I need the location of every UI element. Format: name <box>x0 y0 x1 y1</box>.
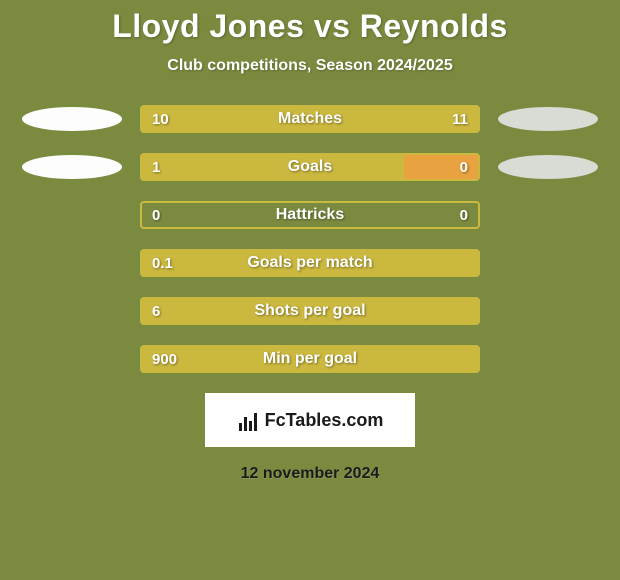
stat-bar-left-fill <box>142 251 478 275</box>
page-subtitle: Club competitions, Season 2024/2025 <box>0 57 620 75</box>
chart-icon <box>237 409 259 431</box>
stat-label: Hattricks <box>142 203 478 227</box>
stat-bar-left-fill <box>142 299 478 323</box>
stat-value-right: 0 <box>460 155 468 179</box>
stat-row: 900Min per goal <box>0 345 620 373</box>
stat-row: 1011Matches <box>0 105 620 133</box>
stat-bar: 900Min per goal <box>140 345 480 373</box>
stat-row: 0.1Goals per match <box>0 249 620 277</box>
stat-bar-right-fill <box>302 107 478 131</box>
stat-bar: 0.1Goals per match <box>140 249 480 277</box>
stat-row: 6Shots per goal <box>0 297 620 325</box>
stat-bar: 1011Matches <box>140 105 480 133</box>
logo-text: FcTables.com <box>265 410 384 431</box>
stat-value-left: 0 <box>152 203 160 227</box>
stat-bar: 10Goals <box>140 153 480 181</box>
stat-bar-left-fill <box>142 155 404 179</box>
logo-box[interactable]: FcTables.com <box>205 393 415 447</box>
stat-bar: 6Shots per goal <box>140 297 480 325</box>
stat-row: 0 0Hattricks <box>0 201 620 229</box>
player-left-marker <box>22 155 122 179</box>
stat-row: 10Goals <box>0 153 620 181</box>
page-title: Lloyd Jones vs Reynolds <box>0 8 620 45</box>
comparison-container: Lloyd Jones vs Reynolds Club competition… <box>0 0 620 483</box>
player-right-marker <box>498 155 598 179</box>
stat-bar-left-fill <box>142 107 302 131</box>
stat-bar: 0 0Hattricks <box>140 201 480 229</box>
player-left-marker <box>22 107 122 131</box>
date-label: 12 november 2024 <box>0 465 620 483</box>
stat-value-right: 0 <box>460 203 468 227</box>
player-right-marker <box>498 107 598 131</box>
comparison-rows: 1011Matches10Goals00Hattricks0.1Goals pe… <box>0 105 620 373</box>
stat-bar-left-fill <box>142 347 478 371</box>
